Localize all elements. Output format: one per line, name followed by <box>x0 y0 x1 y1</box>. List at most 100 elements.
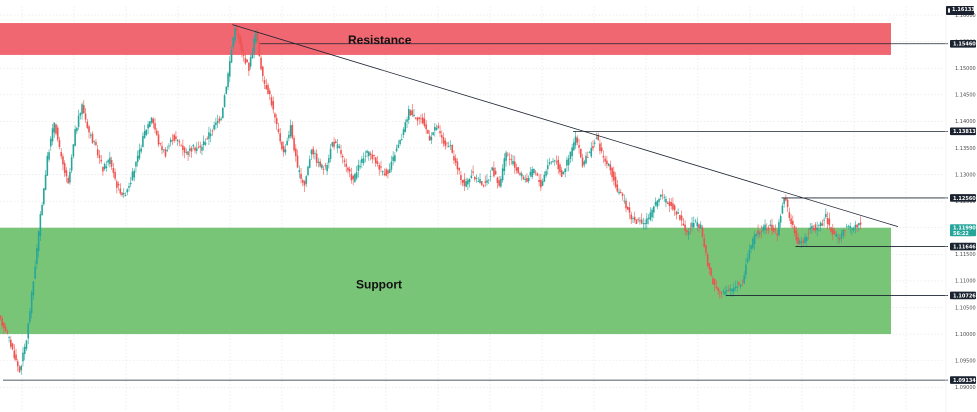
candle-body <box>746 258 749 263</box>
candle-body <box>856 224 858 228</box>
candle-body <box>361 158 363 163</box>
candle-body <box>437 125 440 129</box>
candle-body <box>183 147 186 153</box>
candle-body <box>463 179 466 186</box>
candle-body <box>155 130 158 135</box>
candle-body <box>699 224 702 229</box>
candle-body <box>189 148 191 151</box>
candle-body <box>635 219 638 224</box>
candle-body <box>4 326 7 331</box>
level-tag-label: 1.11646 <box>953 244 976 250</box>
candle-body <box>428 135 431 141</box>
candle-body <box>411 110 414 116</box>
candle-body <box>564 168 566 172</box>
candle-body <box>315 153 318 163</box>
candle-body <box>677 212 679 214</box>
candle-body <box>482 185 485 187</box>
candle-body <box>675 211 678 215</box>
candle-body <box>712 278 714 285</box>
price-tick-label: 1.14000 <box>955 119 976 125</box>
candle-body <box>458 168 460 171</box>
candle-body <box>348 169 351 172</box>
candle-body <box>573 142 575 151</box>
candle-body <box>354 173 356 182</box>
candle-body <box>456 161 459 170</box>
candle-body <box>613 171 615 181</box>
candle-body <box>414 117 417 119</box>
candle-body <box>508 158 511 160</box>
candle-body <box>352 175 354 180</box>
candle-body <box>6 331 9 333</box>
candle-body <box>703 238 706 248</box>
candle-body <box>34 266 36 279</box>
candle-body <box>307 166 309 176</box>
candle-body <box>764 224 766 231</box>
candle-body <box>11 343 14 350</box>
candle-body <box>811 225 813 229</box>
candle-body <box>369 153 372 156</box>
candle-body <box>124 195 127 196</box>
candle-body <box>538 179 540 183</box>
candle-body <box>750 245 752 250</box>
candle-body <box>847 225 850 227</box>
candle-body <box>835 234 838 237</box>
price-tick-label: 1.14500 <box>955 93 976 99</box>
candle-body <box>387 170 389 174</box>
candle-body <box>180 145 182 147</box>
candle-body <box>743 275 745 284</box>
candle-body <box>213 125 215 130</box>
candle-body <box>802 240 805 243</box>
price-tick-label: 1.12500 <box>955 199 976 205</box>
level-tag-label: 1.10726 <box>953 293 976 299</box>
candle-body <box>347 167 349 171</box>
candle-body <box>851 229 853 230</box>
candle-body <box>701 227 704 237</box>
candle-body <box>29 311 31 322</box>
candle-body <box>623 200 626 202</box>
zones: Resistance Support <box>0 23 891 335</box>
candle-body <box>67 178 69 184</box>
last-price-tag-top: 1.16133 <box>946 6 975 15</box>
candle-body <box>368 151 370 157</box>
candle-body <box>809 227 812 230</box>
candle-body <box>427 129 429 134</box>
candle-body <box>20 365 23 371</box>
candle-body <box>157 134 160 145</box>
candle-body <box>3 322 5 328</box>
candle-body <box>295 148 297 157</box>
candle-body <box>204 142 207 145</box>
zone-support <box>0 227 891 335</box>
candle-body <box>119 188 122 194</box>
candle-body <box>684 224 686 231</box>
candle-body <box>468 178 471 183</box>
candle-body <box>277 129 280 133</box>
candle-body <box>310 150 313 155</box>
candle-body <box>607 163 610 166</box>
candle-body <box>520 173 523 177</box>
candle-body <box>444 140 447 146</box>
candle-body <box>223 95 226 108</box>
candle-body <box>201 146 203 151</box>
candle-body <box>105 166 108 169</box>
level-tag <box>950 376 976 384</box>
candle-body <box>460 175 462 181</box>
candle-body <box>484 181 487 183</box>
candle-body <box>336 144 339 149</box>
candle-body <box>385 169 387 176</box>
candle-body <box>826 218 829 224</box>
price-axis[interactable]: 1.160001.155001.150001.145001.140001.135… <box>945 0 976 412</box>
level-tag <box>950 39 976 48</box>
candle-body <box>274 113 276 118</box>
price-tick-label: 1.16000 <box>955 13 976 19</box>
candle-body <box>580 148 582 158</box>
candle-body <box>195 148 198 151</box>
candle-body <box>420 118 422 120</box>
candle-body <box>682 223 685 226</box>
candle-body <box>503 158 506 172</box>
candle-body <box>258 41 261 57</box>
candle-body <box>498 180 500 186</box>
candle-body <box>208 132 210 139</box>
candle-body <box>215 122 217 126</box>
candle-body <box>630 214 633 220</box>
